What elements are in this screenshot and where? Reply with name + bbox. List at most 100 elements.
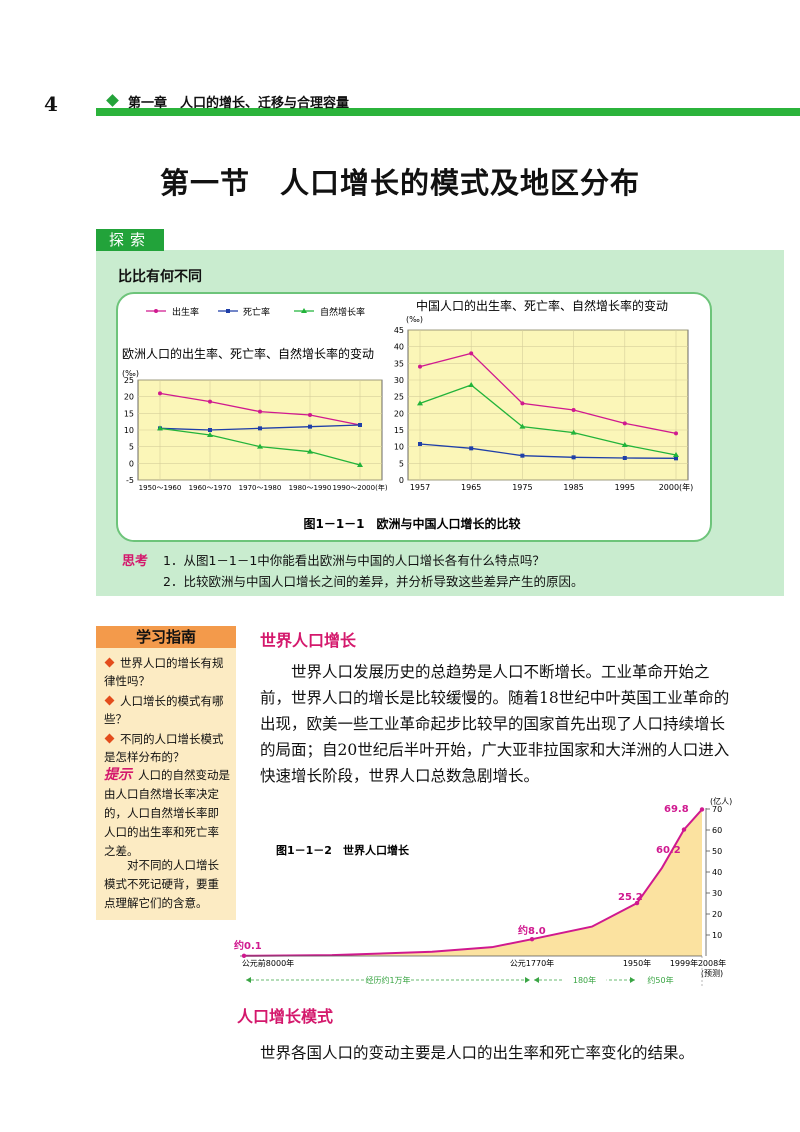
guide-hint-2: 对不同的人口增长模式不死记硬背，要重点理解它们的含意。 <box>104 858 219 910</box>
y-tick-label: 50 <box>712 847 722 856</box>
data-point <box>358 423 362 427</box>
value-label: 约8.0 <box>518 924 546 937</box>
value-label: 约0.1 <box>234 939 262 952</box>
page-number: 4 <box>44 92 58 116</box>
data-point <box>699 807 705 812</box>
span-label-bg <box>562 974 607 985</box>
explore-tab: 探索 <box>96 229 164 251</box>
plot-area <box>407 329 689 481</box>
x-tick-label: 2008年 <box>698 958 726 968</box>
data-point <box>258 426 262 431</box>
value-label: 25.2 <box>618 892 643 903</box>
y-tick-label: 35 <box>394 359 404 368</box>
x-tick-label: 1985 <box>563 483 583 492</box>
y-tick-label: 5 <box>129 443 134 452</box>
y-tick-label: 45 <box>394 326 404 335</box>
y-tick-label: 30 <box>712 889 722 898</box>
y-tick-label: 70 <box>712 805 722 814</box>
section-title: 第一节 人口增长的模式及地区分布 <box>159 166 640 200</box>
y-tick-label: 30 <box>394 376 404 385</box>
span-label: 约50年 <box>647 975 673 985</box>
y-tick-label: 20 <box>124 393 134 402</box>
data-point <box>308 413 312 417</box>
population-line <box>243 808 703 957</box>
data-point <box>519 423 526 429</box>
x-tick-label: 公元前8000年 <box>242 958 294 968</box>
x-tick-label: 1990～2000(年) <box>332 483 387 492</box>
legend-birth-marker <box>154 309 158 313</box>
population-area <box>244 809 702 956</box>
data-point <box>207 432 213 437</box>
series-line-2 <box>419 384 677 456</box>
data-point <box>634 900 640 906</box>
legend-birth: 出生率 <box>172 306 199 318</box>
y-tick-label: 40 <box>394 343 404 352</box>
data-point <box>520 401 525 406</box>
x-tick-label: 1957 <box>410 483 430 492</box>
x-tick-label: 1995 <box>615 483 635 492</box>
think-label: 思考 <box>122 554 149 569</box>
x-tick-label: 1980～1990 <box>289 484 332 492</box>
data-point <box>674 456 678 461</box>
diamond-bullet-icon <box>104 657 115 668</box>
china-y-unit: (‰) <box>406 315 423 324</box>
data-point <box>621 442 628 447</box>
span-label: 180年 <box>573 975 596 985</box>
study-guide-panel: 世界人口的增长有规律性吗？ 人口增长的模式有哪些？ 不同的人口增长模式是怎样分布… <box>96 648 236 920</box>
arrow-head <box>525 977 530 983</box>
y-tick-label: 15 <box>394 426 404 435</box>
forecast-note: (预测) <box>701 968 723 978</box>
y-tick-label: 10 <box>712 931 722 940</box>
think-question-1: 1．从图1－1－1中你能看出欧洲与中国的人口增长各有什么特点吗？ <box>163 553 545 568</box>
data-point <box>529 937 535 942</box>
diamond-bullet-icon <box>104 695 115 706</box>
data-point <box>622 456 627 460</box>
series-line-0 <box>419 352 677 434</box>
comparison-charts: 出生率 死亡率 自然增长率 欧洲人口的出生率、死亡率、自然增长率的变动 (‰) … <box>122 298 694 531</box>
data-point <box>208 399 212 404</box>
chapter-title: 第一章 人口的增长、迁移与合理容量 <box>128 96 350 111</box>
y-tick-label: 10 <box>394 443 404 452</box>
x-tick-label: 1965 <box>461 483 481 492</box>
figure-caption: 图1－1－1 欧洲与中国人口增长的比较 <box>303 516 520 531</box>
europe-y-unit: (‰) <box>122 369 139 378</box>
x-tick-label: 1950年 <box>623 958 651 968</box>
data-point <box>158 391 162 396</box>
guide-item: 世界人口的增长有规律性吗？ <box>104 656 224 688</box>
y-tick-label: 40 <box>712 868 722 877</box>
arrow-head <box>534 977 539 983</box>
span-label-bg <box>638 974 683 985</box>
x-tick-label: 1975 <box>512 483 532 492</box>
data-point <box>520 453 525 458</box>
data-point <box>157 425 163 431</box>
value-label: 60.2 <box>656 845 681 856</box>
y-tick-label: 20 <box>712 910 722 919</box>
world-population-heading: 世界人口增长 <box>260 631 357 650</box>
explore-subtitle: 比比有何不同 <box>118 269 202 285</box>
chapter-header-bar <box>96 94 800 116</box>
think-question-2: 2．比较欧洲与中国人口增长之间的差异，并分析导致这些差异产生的原因。 <box>163 574 584 589</box>
data-point <box>622 421 627 426</box>
legend-death-marker <box>226 309 230 313</box>
growth-model-heading: 人口增长模式 <box>237 1007 334 1026</box>
data-point <box>571 408 576 412</box>
y-tick-label: 20 <box>394 409 404 418</box>
span-label: 经历约1万年 <box>365 975 410 985</box>
legend-death: 死亡率 <box>243 306 270 318</box>
world-population-paragraph: 世界人口发展历史的总趋势是人口不断增长。工业革命开始之前，世界人口的增长是比较缓… <box>260 663 730 785</box>
y-tick-label: 15 <box>124 409 134 418</box>
diamond-bullet-icon <box>104 733 115 744</box>
data-point <box>417 400 423 406</box>
legend-natural: 自然增长率 <box>320 306 365 318</box>
data-point <box>307 448 313 454</box>
data-point <box>241 953 247 958</box>
guide-item: 人口增长的模式有哪些？ <box>104 694 224 726</box>
y-tick-label: 0 <box>129 459 134 468</box>
x-tick-label: 2000(年) <box>659 482 694 492</box>
span-label-bg <box>366 974 410 985</box>
data-point <box>469 351 474 356</box>
data-point <box>418 364 422 369</box>
chart-legend: 出生率 死亡率 自然增长率 <box>146 306 365 318</box>
data-point <box>208 428 212 432</box>
world-chart-title: 图1－1－2 世界人口增长 <box>276 843 410 857</box>
